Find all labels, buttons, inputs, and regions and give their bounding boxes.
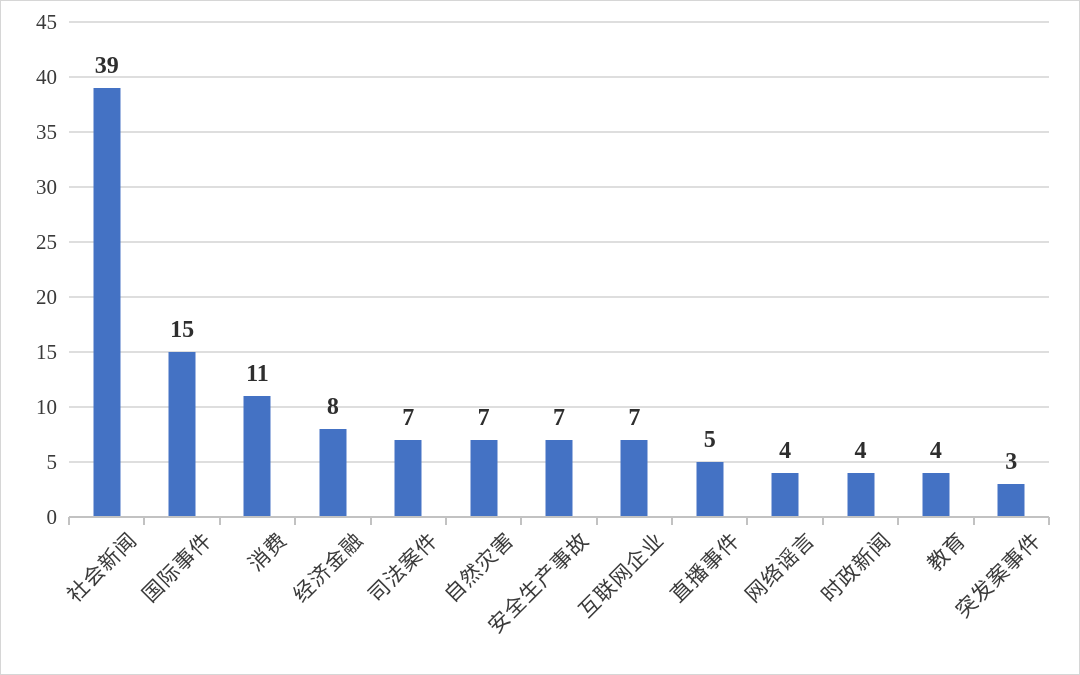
bar	[243, 396, 271, 517]
plot-area: 39 15 11 8 7 7 7 7 5 4 4 4 3	[68, 21, 1050, 525]
gridline	[69, 296, 1049, 298]
bar-column: 8	[295, 22, 370, 517]
x-axis-tick	[68, 517, 70, 525]
bar	[168, 352, 196, 517]
x-axis-tick	[897, 517, 899, 525]
x-axis-tick	[143, 517, 145, 525]
bar-column: 7	[371, 22, 446, 517]
x-axis-tick	[596, 517, 598, 525]
gridline	[69, 406, 1049, 408]
bar-column: 4	[747, 22, 822, 517]
y-tick-label: 45	[36, 10, 57, 34]
bar	[470, 440, 498, 517]
y-tick-label: 10	[36, 395, 57, 419]
bar-column: 4	[823, 22, 898, 517]
bar	[696, 462, 724, 517]
bar-column: 7	[597, 22, 672, 517]
bar-value-label: 3	[1005, 449, 1018, 475]
bar-column: 5	[672, 22, 747, 517]
x-axis-tick	[294, 517, 296, 525]
bar	[620, 440, 648, 517]
bar	[922, 473, 950, 517]
bar-value-label: 7	[552, 405, 565, 431]
y-tick-label: 20	[36, 285, 57, 309]
x-axis-tick	[746, 517, 748, 525]
x-axis-labels: 社会新闻 国际事件 消费 经济金融 司法案件 自然灾害 安全生产事故 互联网企业 直播事件 网络谣…	[63, 525, 1049, 674]
x-axis-tick	[520, 517, 522, 525]
x-axis-tick	[973, 517, 975, 525]
x-axis-tick	[1048, 517, 1050, 525]
bar-value-label: 4	[854, 438, 867, 464]
bar-value-label: 8	[326, 394, 339, 420]
x-axis-line	[69, 516, 1049, 518]
bar-column: 11	[220, 22, 295, 517]
bar-value-label: 4	[929, 438, 942, 464]
x-axis-tick	[822, 517, 824, 525]
bar-value-label: 4	[779, 438, 792, 464]
bar	[997, 484, 1025, 517]
bar-value-label: 7	[477, 405, 490, 431]
bar-value-label: 39	[94, 53, 119, 79]
bar-value-label: 15	[170, 317, 195, 343]
bar-value-label: 7	[402, 405, 415, 431]
y-tick-label: 40	[36, 65, 57, 89]
bar-column: 7	[521, 22, 596, 517]
x-axis-tick	[671, 517, 673, 525]
y-tick-label: 0	[46, 505, 58, 529]
y-tick-label: 5	[46, 450, 58, 474]
gridline	[69, 186, 1049, 188]
bar-column: 15	[144, 22, 219, 517]
gridline	[69, 21, 1049, 23]
bar-value-label: 11	[246, 361, 269, 387]
bar	[847, 473, 875, 517]
bar-value-label: 7	[628, 405, 641, 431]
bar	[394, 440, 422, 517]
bar	[319, 429, 347, 517]
x-axis-tick	[445, 517, 447, 525]
gridline	[69, 241, 1049, 243]
x-axis-tick	[370, 517, 372, 525]
y-axis-labels: 0 5 10 15 20 25 30 35 40 45	[1, 11, 58, 528]
bar-column: 4	[898, 22, 973, 517]
bar-column: 7	[446, 22, 521, 517]
y-tick-label: 35	[36, 120, 57, 144]
bar-column: 39	[69, 22, 144, 517]
bar-value-label: 5	[703, 427, 716, 453]
bar	[93, 88, 121, 517]
bar	[545, 440, 573, 517]
x-axis-tick	[219, 517, 221, 525]
gridline	[69, 351, 1049, 353]
gridline	[69, 76, 1049, 78]
gridline	[69, 131, 1049, 133]
bar	[771, 473, 799, 517]
y-tick-label: 25	[36, 230, 57, 254]
bar-column: 3	[974, 22, 1049, 517]
y-tick-label: 30	[36, 175, 57, 199]
y-tick-label: 15	[36, 340, 57, 364]
